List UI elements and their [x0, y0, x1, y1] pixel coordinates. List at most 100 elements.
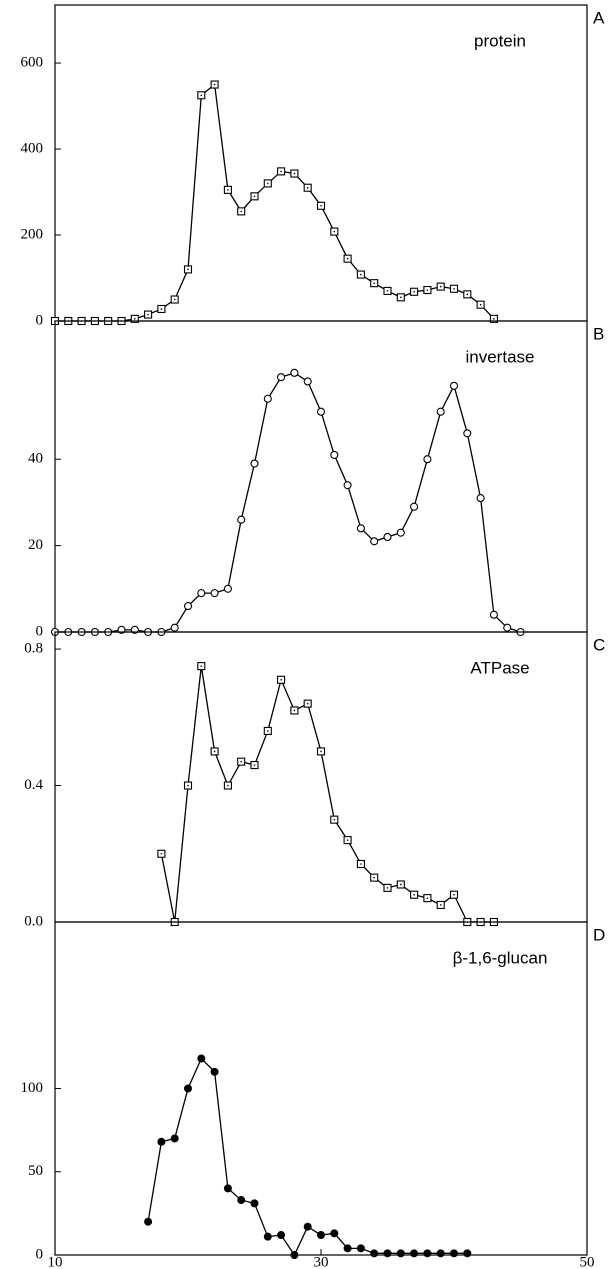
marker-dot — [333, 818, 336, 821]
marker-dot — [360, 273, 362, 276]
marker-dot — [426, 289, 429, 291]
marker-dot — [306, 702, 309, 705]
marker-dot — [346, 839, 349, 841]
marker — [223, 584, 232, 593]
marker — [183, 602, 193, 611]
marker — [370, 537, 379, 546]
marker-dot — [280, 678, 282, 681]
marker-dot — [253, 195, 256, 198]
marker — [184, 1084, 192, 1093]
marker-dot — [173, 298, 176, 301]
marker — [157, 1137, 166, 1146]
marker-dot — [267, 730, 269, 732]
x-tick-label: 10 — [48, 1254, 63, 1269]
marker — [237, 1196, 246, 1205]
y-tick-label: 100 — [21, 1080, 44, 1096]
marker — [237, 515, 246, 524]
marker-dot — [293, 172, 296, 175]
marker — [356, 1244, 365, 1253]
marker — [170, 623, 179, 632]
marker — [370, 1249, 379, 1258]
marker — [290, 1251, 299, 1259]
marker-dot — [320, 204, 322, 207]
y-tick-label: 0.0 — [24, 913, 43, 929]
marker — [476, 494, 485, 503]
marker — [449, 381, 459, 390]
marker-dot — [187, 784, 189, 787]
marker-dot — [134, 318, 136, 320]
marker-dot — [373, 876, 376, 879]
y-tick-label: 50 — [28, 1163, 43, 1179]
marker-dot — [333, 230, 336, 233]
series-line — [55, 372, 521, 633]
marker — [489, 610, 498, 619]
marker — [303, 1222, 312, 1231]
marker — [197, 1054, 206, 1063]
marker — [197, 589, 206, 598]
y-tick-label: 0 — [36, 623, 44, 639]
marker — [277, 1231, 286, 1240]
marker-dot — [439, 285, 442, 288]
x-tick-label: 50 — [580, 1254, 595, 1269]
marker — [250, 1199, 259, 1208]
marker-dot — [200, 94, 203, 97]
panel-label: C — [593, 635, 605, 654]
marker-dot — [426, 897, 429, 899]
marker-dot — [360, 863, 362, 865]
marker-dot — [493, 318, 495, 320]
y-tick-label: 600 — [21, 54, 44, 70]
marker-dot — [213, 750, 216, 753]
marker-dot — [240, 760, 242, 763]
plot-frame — [54, 4, 588, 322]
panel-title: protein — [474, 31, 526, 50]
marker-dot — [240, 210, 242, 213]
marker — [436, 1249, 445, 1258]
marker-dot — [200, 665, 203, 667]
marker — [210, 1067, 219, 1076]
marker — [423, 455, 432, 464]
y-tick-label: 40 — [28, 451, 43, 467]
marker-dot — [187, 268, 189, 271]
marker-dot — [373, 282, 376, 284]
marker — [343, 481, 352, 490]
plot-frame — [54, 320, 588, 633]
marker — [463, 1249, 472, 1258]
marker-dot — [453, 287, 455, 290]
x-tick-label: 30 — [314, 1254, 329, 1269]
marker — [210, 589, 219, 598]
marker — [170, 1134, 179, 1143]
marker — [317, 1231, 325, 1240]
marker-dot — [227, 784, 229, 787]
marker — [463, 429, 472, 438]
marker — [410, 1249, 419, 1258]
marker — [303, 377, 312, 386]
marker — [330, 450, 339, 459]
y-tick-label: 20 — [28, 537, 43, 553]
marker — [396, 528, 405, 537]
panel-label: A — [593, 8, 605, 27]
marker-dot — [439, 904, 442, 906]
marker — [450, 1249, 458, 1258]
marker — [343, 1244, 352, 1253]
marker-dot — [453, 893, 455, 896]
marker-dot — [306, 186, 309, 189]
marker — [423, 1249, 432, 1258]
marker-dot — [253, 764, 256, 766]
marker — [330, 1229, 339, 1238]
marker — [223, 1184, 232, 1193]
plot-frame — [54, 921, 588, 1256]
marker — [356, 524, 365, 533]
marker-dot — [160, 852, 163, 855]
marker-dot — [466, 293, 469, 296]
marker — [436, 407, 445, 416]
series-line — [55, 83, 495, 322]
marker-dot — [413, 290, 415, 293]
marker-dot — [400, 296, 402, 299]
y-tick-label: 0.8 — [24, 640, 43, 656]
y-tick-label: 0 — [36, 1246, 44, 1262]
marker-dot — [400, 883, 402, 886]
y-tick-label: 200 — [21, 226, 44, 242]
panel-label: D — [593, 925, 605, 944]
marker — [277, 373, 286, 382]
